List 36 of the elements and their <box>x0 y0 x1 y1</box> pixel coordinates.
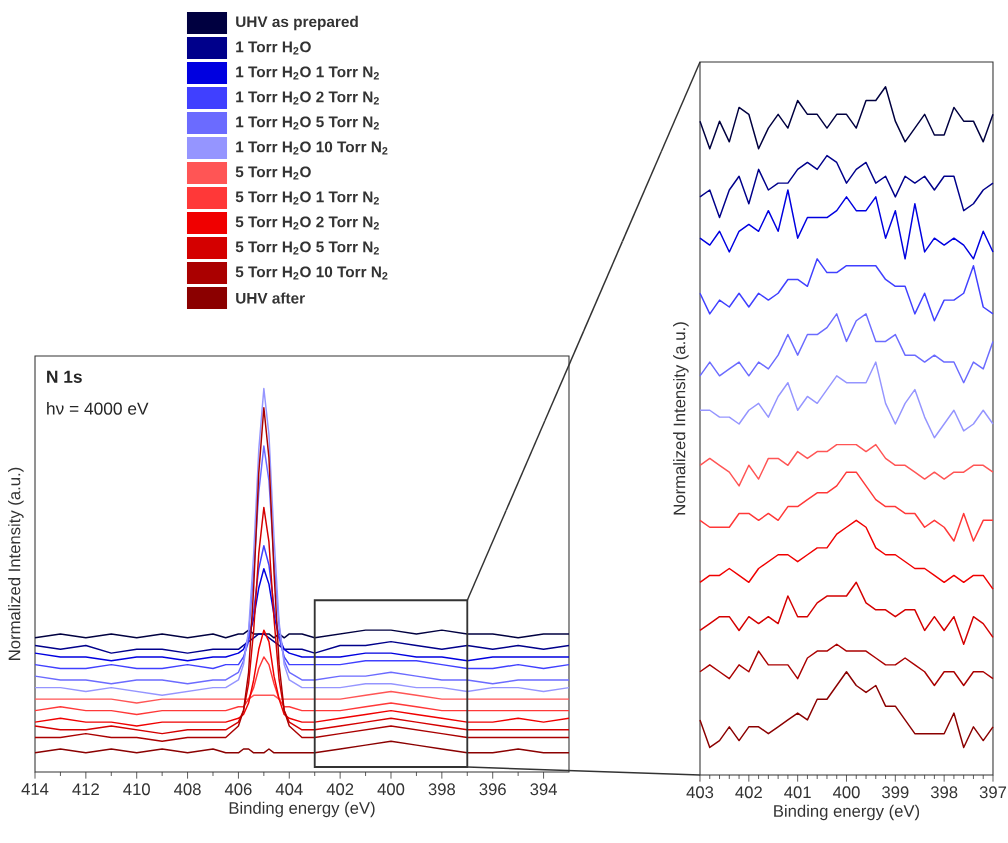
legend-label: 1 Torr H$_{2}$O 2 Torr N$_{2}$ <box>236 91 379 105</box>
x-tick-label: 400 <box>832 786 860 799</box>
legend-label: 5 Torr H$_{2}$O 5 Torr N$_{2}$ <box>235 241 379 255</box>
legend-label: UHV after <box>236 292 305 304</box>
x-tick-label: 397 <box>979 786 1007 799</box>
x-tick-label: 410 <box>123 783 150 796</box>
x-axis-title: Binding energy (eV) <box>774 804 920 821</box>
x-tick-label: 394 <box>530 783 557 796</box>
x-tick-label: 412 <box>72 783 99 795</box>
legend-label: 1 Torr H$_{2}$O <box>236 41 311 55</box>
annotation: hν = 4000 eV <box>47 402 149 415</box>
legend-label: 1 Torr H$_{2}$O 10 Torr N$_{2}$ <box>236 141 388 155</box>
y-axis-title: Normalized Intensity (a.u.) <box>673 322 689 515</box>
y-axis-title: Normalized Intensity (a.u.) <box>8 467 24 660</box>
x-tick-label: 400 <box>377 783 405 796</box>
x-tick-label: 402 <box>735 786 762 799</box>
legend-label: 1 Torr H$_{2}$O 5 Torr N$_{2}$ <box>236 116 379 130</box>
legend-label: UHV as prepared <box>236 15 358 31</box>
x-tick-label: 398 <box>428 783 456 796</box>
legend-label: 5 Torr H$_{2}$O <box>235 166 311 180</box>
x-tick-label: 404 <box>275 783 303 796</box>
x-tick-label: 401 <box>784 786 811 799</box>
x-tick-label: 408 <box>174 783 201 796</box>
x-tick-label: 414 <box>21 783 49 795</box>
x-tick-label: 402 <box>326 783 354 796</box>
x-tick-label: 399 <box>882 786 909 799</box>
x-tick-label: 406 <box>224 783 252 796</box>
x-tick-label: 396 <box>479 783 506 796</box>
x-axis-title: Binding energy (eV) <box>229 801 375 818</box>
text: N 1s <box>47 370 82 383</box>
x-tick-label: 403 <box>686 786 714 799</box>
legend-label: 1 Torr H$_{2}$O 1 Torr N$_{2}$ <box>236 66 379 80</box>
legend-label: 5 Torr H$_{2}$O 1 Torr N$_{2}$ <box>235 191 379 205</box>
legend-label: 5 Torr H$_{2}$O 10 Torr N$_{2}$ <box>235 266 388 280</box>
legend-label: 5 Torr H$_{2}$O 2 Torr N$_{2}$ <box>235 216 379 230</box>
x-tick-label: 398 <box>930 786 958 799</box>
